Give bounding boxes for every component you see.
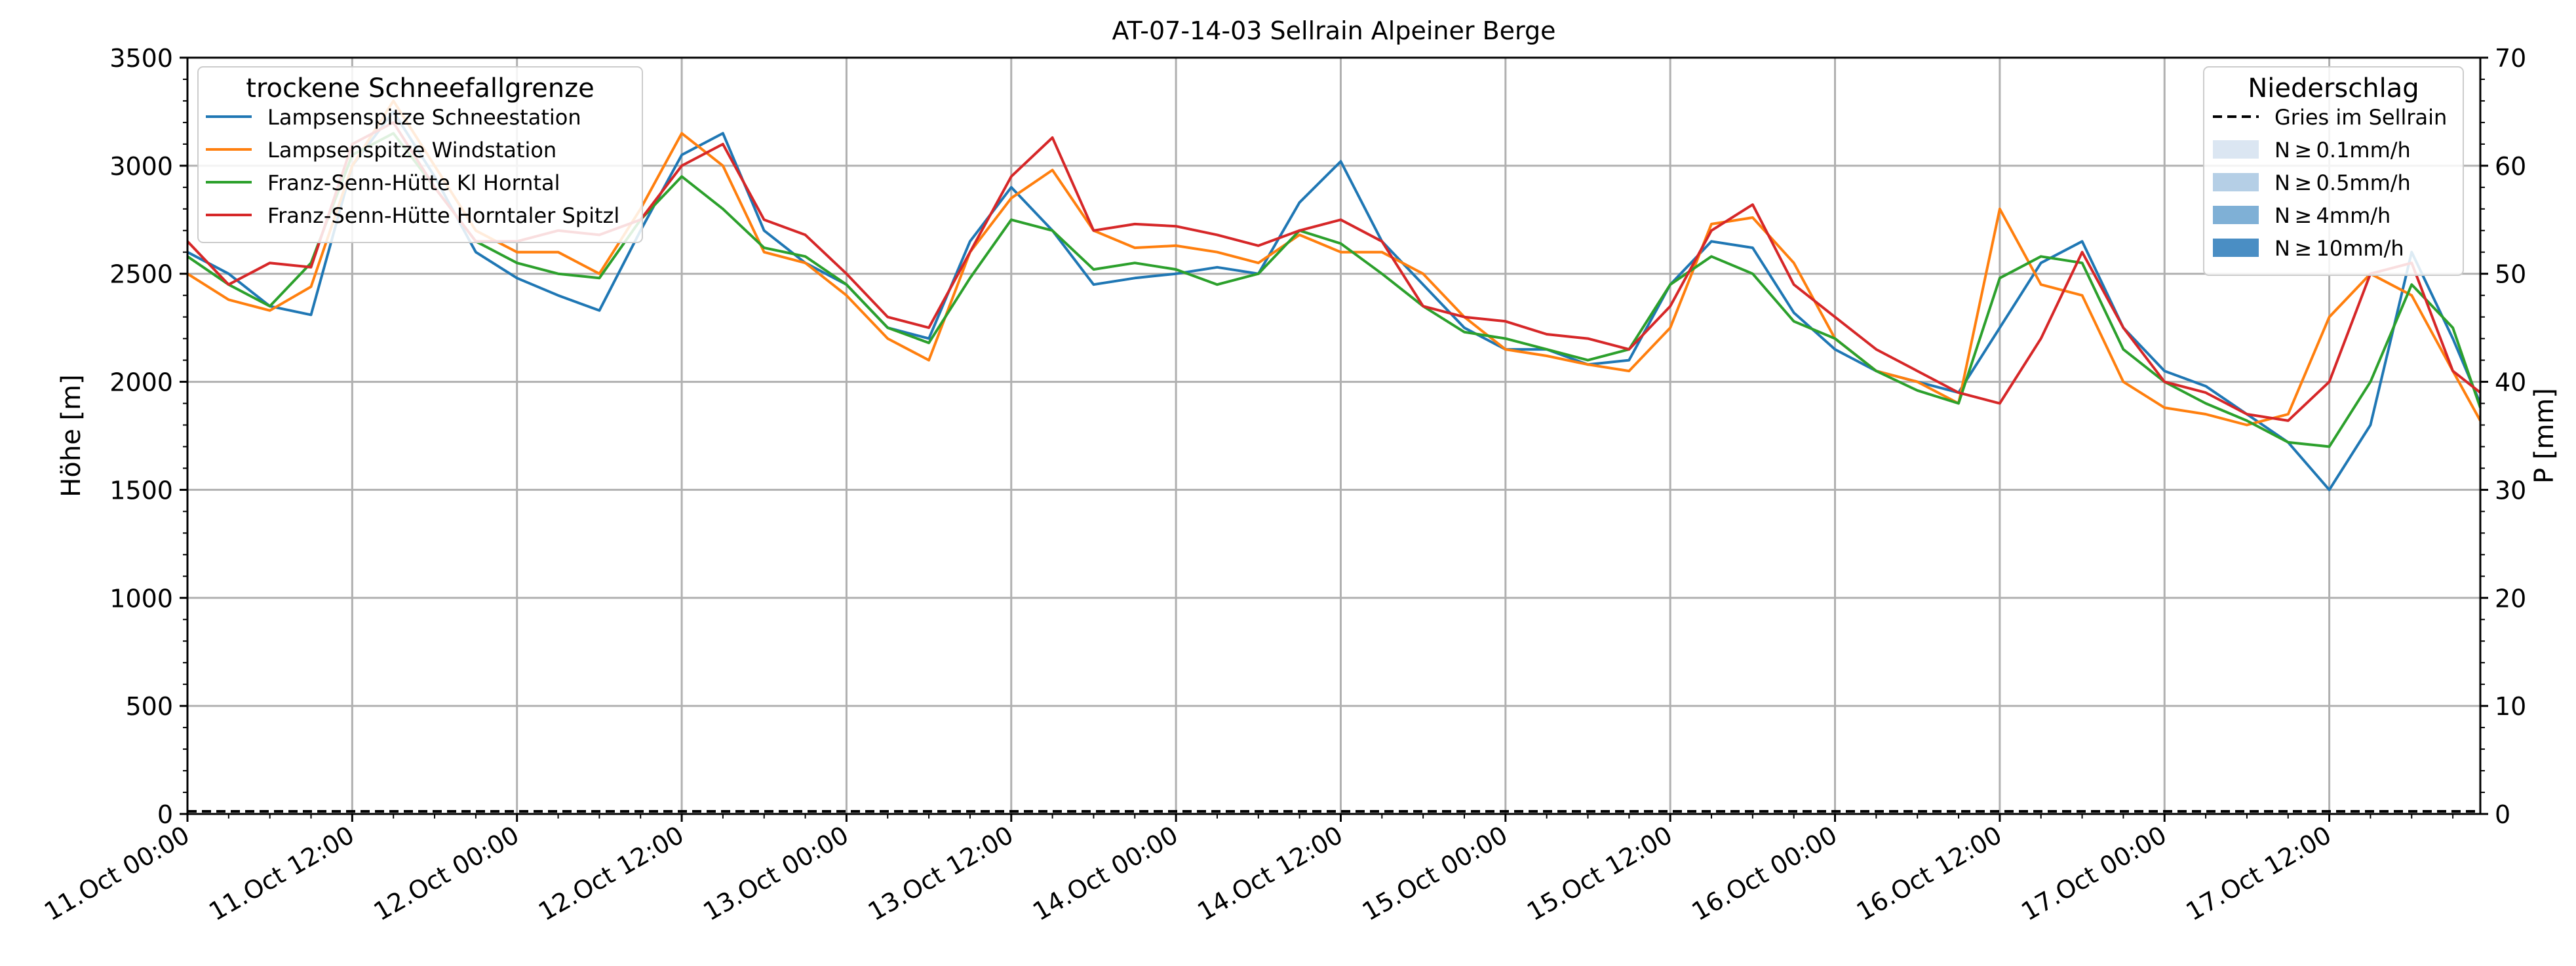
legend-stations-title: trockene Schneefallgrenze xyxy=(246,73,594,104)
legend-precip-label-1: Gries im Sellrain xyxy=(2274,105,2447,130)
legend-label-1: Lampsenspitze Schneestation xyxy=(267,105,581,130)
y-right-tick-label: 0 xyxy=(2495,800,2510,829)
y-right-tick-label: 10 xyxy=(2495,692,2526,721)
legend-precipitation: Niederschlag Gries im Sellrain N ≥ 0.1mm/… xyxy=(2203,66,2464,276)
plot-frame xyxy=(186,56,2482,815)
y-right-tick-label: 30 xyxy=(2495,476,2526,505)
y-tick-label: 2500 xyxy=(109,260,173,289)
legend-label-2: Lampsenspitze Windstation xyxy=(267,138,556,163)
y-tick-label: 3000 xyxy=(109,152,173,181)
y-axis-right: 0 10 20 30 40 50 60 70 xyxy=(2480,44,2526,829)
legend-precipitation-frame xyxy=(2203,66,2464,276)
legend-precip-label-3: N ≥ 0.5mm/h xyxy=(2274,170,2411,195)
y-tick-label: 3500 xyxy=(109,44,173,73)
y-right-tick-label: 70 xyxy=(2495,44,2526,73)
y-tick-label: 500 xyxy=(125,692,173,721)
y-tick-label: 2000 xyxy=(109,368,173,397)
legend-stations: trockene Schneefallgrenze Lampsenspitze … xyxy=(197,66,643,243)
legend-label-3: Franz-Senn-Hütte Kl Horntal xyxy=(267,170,560,195)
legend-stations-frame xyxy=(197,66,643,243)
y-axis-left: 0 500 1000 1500 2000 2500 3000 3500 xyxy=(109,44,187,829)
series-line-1 xyxy=(187,110,2482,492)
series-lines xyxy=(186,99,2482,492)
y-tick-label: 1000 xyxy=(109,584,173,613)
legend-precip-label-2: N ≥ 0.1mm/h xyxy=(2274,138,2411,163)
y-axis-label-left: Höhe [m] xyxy=(56,374,87,497)
legend-precipitation-title: Niederschlag xyxy=(2248,73,2419,104)
series-line-2 xyxy=(186,99,2482,427)
y-axis-label-right: P [mm] xyxy=(2529,388,2560,484)
y-tick-label: 0 xyxy=(157,800,173,829)
legend-precip-swatch-5 xyxy=(2213,239,2259,257)
y-right-tick-label: 50 xyxy=(2495,260,2526,289)
legend-precip-label-4: N ≥ 4mm/h xyxy=(2274,203,2391,228)
legend-precip-swatch-3 xyxy=(2213,173,2259,191)
legend-label-4: Franz-Senn-Hütte Horntaler Spitzl xyxy=(267,203,619,228)
legend-precip-swatch-2 xyxy=(2213,140,2259,159)
y-tick-label: 1500 xyxy=(109,476,173,505)
y-right-tick-label: 40 xyxy=(2495,368,2526,397)
legend-precip-label-5: N ≥ 10mm/h xyxy=(2274,236,2404,261)
y-right-tick-label: 20 xyxy=(2495,584,2526,613)
chart-title: AT-07-14-03 Sellrain Alpeiner Berge xyxy=(1112,16,1556,45)
series-line-3 xyxy=(186,132,2482,448)
y-right-tick-label: 60 xyxy=(2495,152,2526,181)
legend-precip-swatch-4 xyxy=(2213,206,2259,224)
